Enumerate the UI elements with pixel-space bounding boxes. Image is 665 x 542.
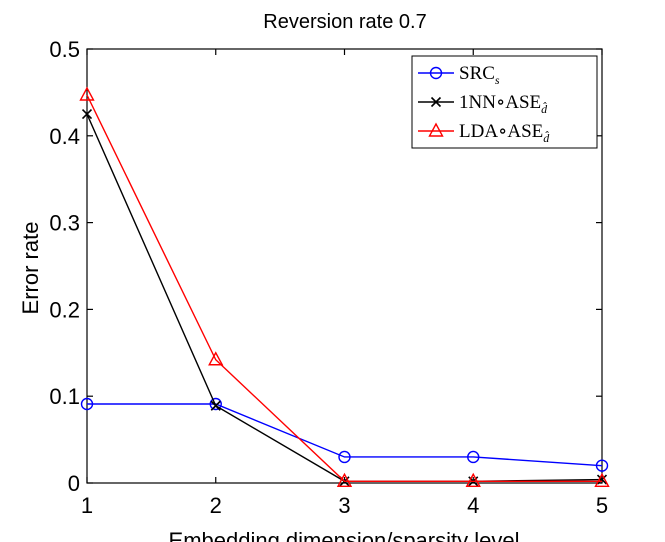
y-tick-label: 0.4: [49, 124, 80, 149]
axes: 1 2 3 4 5 0 0.1 0.2 0.3 0.4 0.5: [49, 37, 608, 518]
series-layer: [79, 86, 610, 487]
series-line: [87, 403, 603, 467]
data-point: [208, 351, 224, 366]
data-point: [596, 474, 608, 485]
legend: SRCs 1NN∘ASEd̂ LDA∘ASEd̂: [411, 55, 598, 149]
data-point: [79, 86, 95, 101]
x-tick-label: 3: [338, 493, 350, 518]
series-3: [79, 86, 610, 487]
data-point: [209, 397, 222, 411]
x-axis-label: Embedding dimension/sparsity level: [169, 528, 520, 542]
series-1: [80, 397, 609, 472]
series-line: [86, 94, 602, 482]
x-tick-label: 5: [596, 493, 608, 518]
chart-title: Reversion rate 0.7: [263, 11, 426, 33]
data-point: [338, 450, 351, 464]
data-point: [595, 459, 609, 472]
data-point: [210, 400, 221, 411]
y-tick-label: 0.5: [49, 37, 80, 62]
legend-item: LDA∘ASEd̂: [418, 121, 550, 145]
y-tick-label: 0: [68, 471, 80, 496]
data-point: [336, 472, 353, 487]
legend-label: LDA∘ASEd̂: [459, 121, 550, 145]
y-axis-label: Error rate: [18, 222, 43, 315]
legend-item: SRCs: [418, 63, 500, 87]
data-point: [465, 472, 481, 487]
y-tick-label: 0.1: [49, 384, 80, 409]
legend-marker: [429, 66, 443, 80]
y-tick-label: 0.2: [49, 297, 80, 322]
legend-label: 1NN∘ASEd̂: [459, 92, 548, 116]
x-tick-label: 2: [210, 493, 222, 518]
data-point: [81, 109, 93, 120]
legend-item: 1NN∘ASEd̂: [418, 92, 548, 116]
y-tick-label: 0.3: [49, 211, 80, 236]
legend-marker: [430, 96, 442, 108]
data-point: [594, 472, 610, 487]
x-tick-label: 1: [81, 493, 93, 518]
x-tick-label: 4: [467, 493, 479, 518]
legend-label: SRCs: [459, 63, 500, 87]
data-point: [467, 450, 480, 464]
legend-marker: [428, 122, 444, 137]
data-point: [80, 397, 94, 411]
